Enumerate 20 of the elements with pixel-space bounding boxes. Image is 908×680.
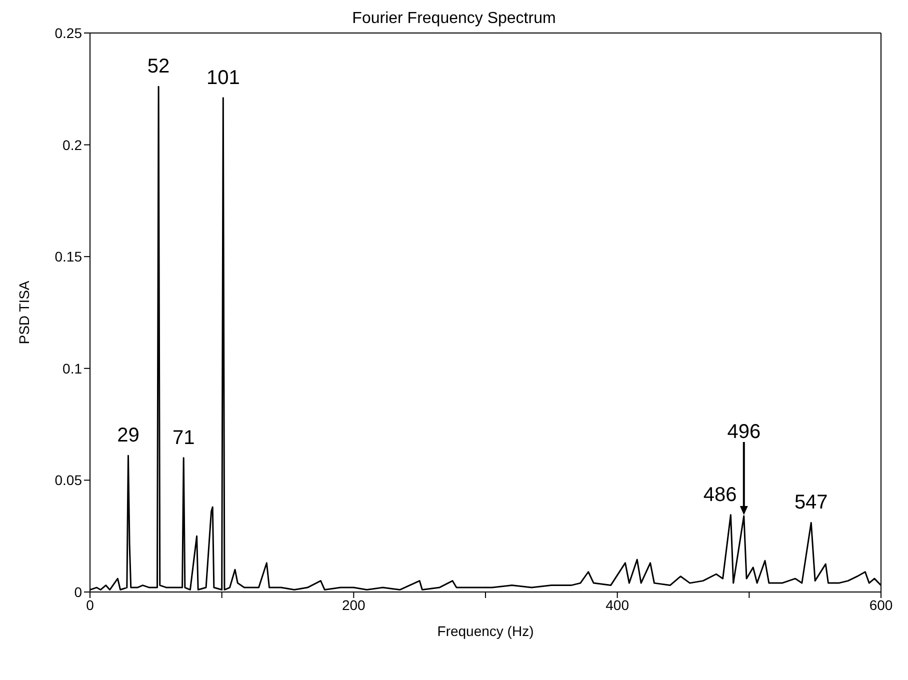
annotation: 496 — [727, 420, 761, 443]
x-tick-label: 0 — [86, 596, 94, 613]
x-axis-title: Frequency (Hz) — [437, 623, 534, 639]
annotation: 101 — [206, 66, 240, 89]
annotation: 486 — [703, 484, 737, 506]
annotation: 71 — [172, 426, 195, 449]
x-tick-label: 200 — [342, 596, 366, 613]
annotation: 29 — [117, 424, 140, 447]
chart-title: Fourier Frequency Spectrum — [352, 10, 556, 27]
y-axis-title: PSD TISA — [16, 280, 32, 344]
annotation: 52 — [147, 56, 170, 78]
y-tick-label: 0.15 — [54, 248, 82, 265]
y-tick-label: 0.1 — [62, 360, 82, 376]
y-tick-label: 0.05 — [54, 472, 82, 488]
x-tick-label: 600 — [869, 596, 893, 613]
y-tick-label: 0.25 — [54, 24, 82, 41]
y-tick-label: 0 — [74, 584, 82, 600]
annotation: 547 — [794, 492, 828, 514]
x-tick-label: 400 — [606, 596, 630, 613]
y-tick-label: 0.2 — [62, 136, 82, 153]
